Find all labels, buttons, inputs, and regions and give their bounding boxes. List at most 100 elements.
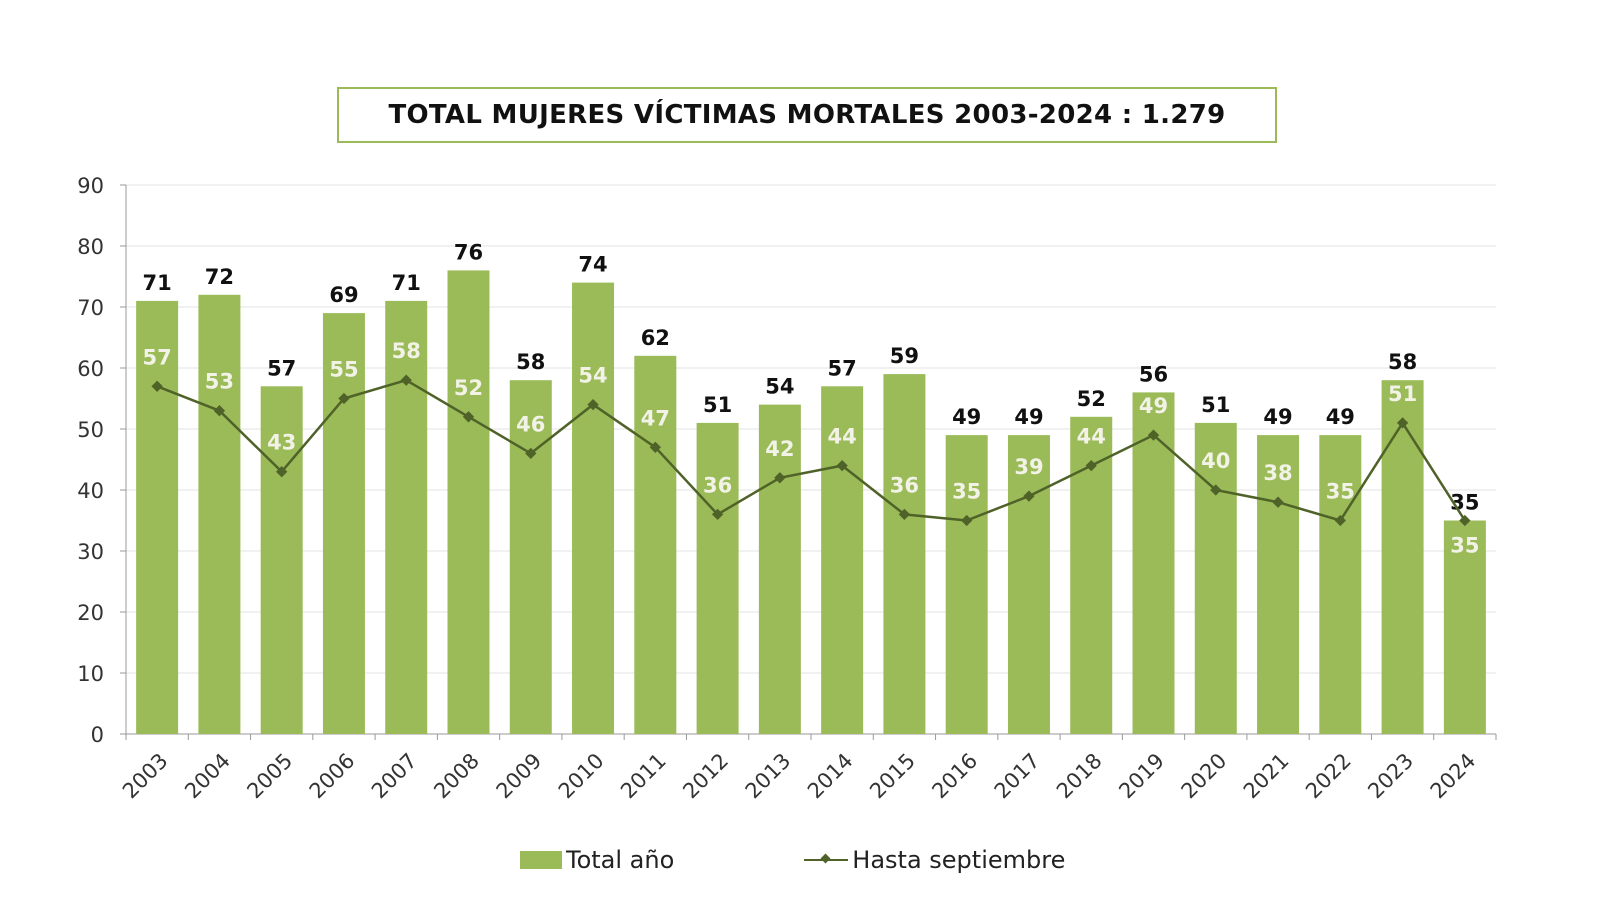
bar-data-label: 51	[1201, 393, 1230, 417]
line-marker-2023	[1396, 417, 1409, 429]
bar-data-label: 49	[1326, 405, 1355, 429]
line-data-label: 35	[1450, 534, 1479, 558]
bar-data-label: 59	[890, 344, 919, 368]
line-data-label: 42	[765, 437, 794, 461]
bar-2005	[260, 386, 303, 734]
line-data-label: 52	[454, 376, 483, 400]
bar-2022	[1319, 435, 1362, 734]
bar-2008	[447, 270, 490, 734]
x-tick-label: 2016	[927, 749, 982, 804]
legend-label-total: Total año	[566, 846, 675, 874]
line-marker-2007	[400, 374, 412, 386]
y-tick-label: 60	[77, 357, 104, 381]
line-marker-2008	[462, 411, 475, 423]
bar-data-label: 56	[1139, 362, 1168, 386]
legend-item-hasta: Hasta septiembre	[804, 846, 1065, 874]
x-tick-label: 2010	[554, 749, 609, 804]
bar-data-label: 51	[703, 393, 732, 417]
x-tick-label: 2007	[367, 749, 422, 804]
line-data-label: 57	[143, 345, 172, 369]
line-marker-2016	[961, 514, 973, 527]
line-data-label: 46	[516, 412, 545, 436]
line-marker-2019	[1147, 429, 1160, 441]
bar-2014	[821, 386, 864, 734]
bar-data-label: 57	[267, 356, 296, 380]
bar-2019	[1132, 392, 1175, 734]
line-marker-2017	[1023, 490, 1035, 502]
bar-data-label: 69	[329, 283, 358, 307]
bar-2016	[945, 435, 988, 734]
x-tick-label: 2009	[492, 749, 547, 804]
bar-data-label: 49	[1263, 405, 1292, 429]
line-marker-2009	[525, 447, 537, 460]
bar-2012	[696, 422, 739, 734]
line-data-label: 39	[1014, 455, 1043, 479]
bar-data-label: 71	[143, 271, 172, 295]
line-marker-2003	[151, 380, 163, 392]
x-tick-label: 2021	[1239, 749, 1294, 804]
line-marker-2010	[587, 398, 599, 411]
legend-swatch-line	[804, 859, 849, 861]
bar-data-label: 52	[1077, 387, 1106, 411]
x-tick-label: 2023	[1363, 749, 1418, 804]
line-marker-2021	[1272, 496, 1284, 508]
x-tick-label: 2015	[865, 749, 920, 804]
bar-data-label: 49	[952, 405, 981, 429]
line-marker-2015	[898, 508, 911, 521]
line-data-label: 43	[267, 431, 296, 455]
line-data-label: 51	[1388, 382, 1417, 406]
line-marker-2006	[338, 392, 350, 405]
line-data-label: 36	[890, 473, 919, 497]
bar-2010	[572, 282, 615, 734]
x-tick-label: 2011	[616, 749, 671, 804]
legend-item-total: Total año	[520, 846, 674, 874]
y-tick-label: 90	[77, 174, 104, 198]
line-data-label: 35	[952, 480, 981, 504]
line-data-label: 58	[392, 339, 421, 363]
line-marker-2013	[774, 472, 786, 484]
line-data-label: 36	[703, 473, 732, 497]
bar-2017	[1007, 435, 1050, 734]
line-marker-2014	[836, 459, 848, 472]
bar-2020	[1194, 422, 1237, 734]
line-data-label: 55	[329, 358, 358, 382]
line-data-label: 47	[641, 406, 670, 430]
y-tick-label: 0	[91, 723, 104, 747]
bar-2023	[1381, 380, 1424, 734]
legend: Total año Hasta septiembre	[520, 846, 1195, 874]
line-marker-2020	[1210, 484, 1222, 496]
line-marker-2024	[1459, 514, 1471, 527]
x-tick-label: 2008	[429, 749, 484, 804]
bar-2009	[509, 380, 552, 734]
legend-label-hasta: Hasta septiembre	[852, 846, 1066, 874]
line-data-label: 44	[1077, 425, 1106, 449]
bar-2007	[385, 300, 428, 734]
bar-data-label: 71	[392, 271, 421, 295]
x-tick-label: 2022	[1301, 749, 1356, 804]
bar-2013	[758, 404, 801, 734]
bar-2024	[1443, 520, 1486, 734]
legend-swatch-bar	[520, 851, 562, 869]
x-tick-label: 2020	[1177, 749, 1232, 804]
x-tick-label: 2019	[1114, 749, 1169, 804]
line-data-label: 40	[1201, 449, 1230, 473]
x-tick-label: 2018	[1052, 749, 1107, 804]
bar-data-label: 72	[205, 265, 234, 289]
bar-2015	[883, 374, 926, 734]
x-tick-label: 2017	[990, 749, 1045, 804]
bar-data-label: 49	[1014, 405, 1043, 429]
line-data-label: 53	[205, 370, 234, 394]
chart-title: TOTAL MUJERES VÍCTIMAS MORTALES 2003-202…	[337, 87, 1277, 143]
bar-data-label: 57	[828, 356, 857, 380]
line-marker-2011	[649, 441, 661, 453]
bar-2004	[198, 294, 241, 734]
line-marker-2012	[711, 508, 724, 521]
x-tick-label: 2003	[118, 749, 173, 804]
x-tick-label: 2006	[305, 749, 360, 804]
bar-data-label: 54	[765, 375, 794, 399]
line-marker-2005	[276, 466, 288, 478]
bar-data-label: 58	[1388, 350, 1417, 374]
line-hasta-septiembre	[156, 378, 1466, 522]
x-tick-label: 2012	[678, 749, 733, 804]
